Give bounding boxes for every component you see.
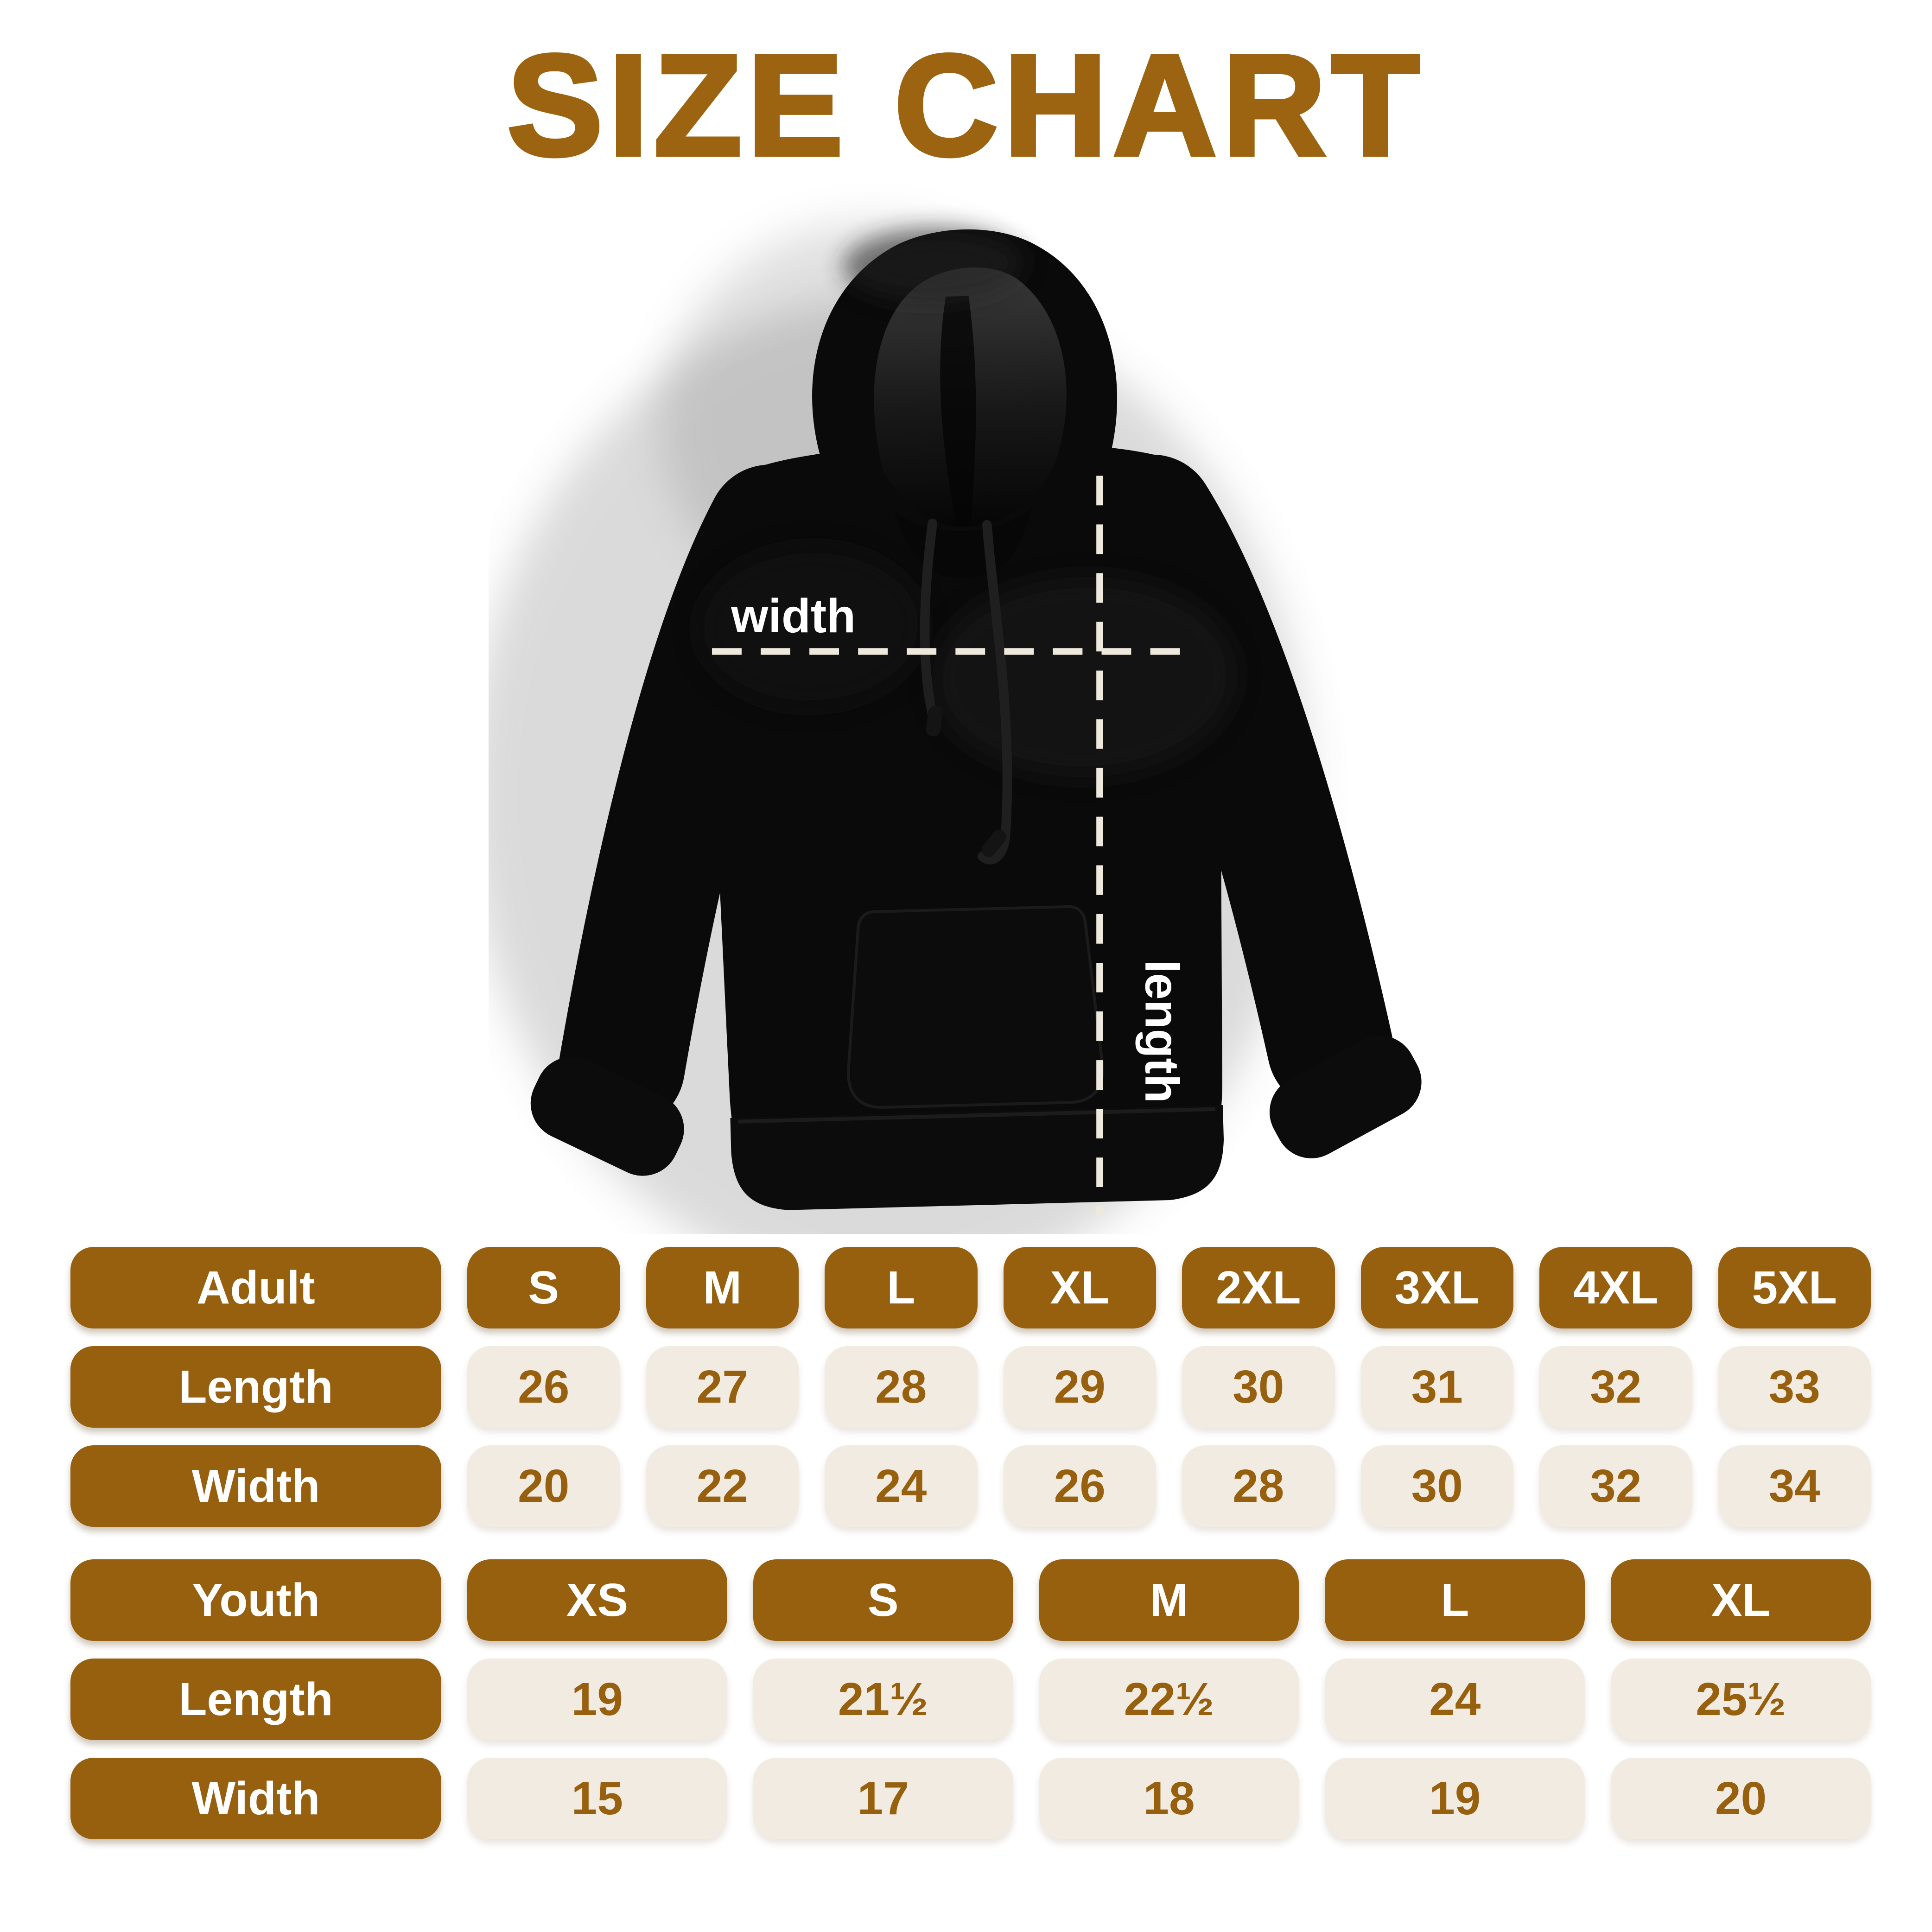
adult-width-value-6: 32 <box>1539 1445 1692 1527</box>
kangaroo-pocket <box>847 905 1104 1109</box>
right-cuff <box>1269 1036 1422 1158</box>
adult-size-5xl: 5XL <box>1718 1247 1871 1328</box>
youth-length-row: Length 19 21½ 22½ 24 25½ <box>70 1659 1871 1740</box>
youth-length-value-4: 25½ <box>1611 1659 1871 1740</box>
adult-length-value-5: 31 <box>1360 1346 1513 1428</box>
adult-width-value-7: 34 <box>1718 1445 1871 1527</box>
drawstring-right-aglet <box>981 829 1007 857</box>
youth-size-xs: XS <box>467 1559 727 1641</box>
adult-size-2xl: 2XL <box>1182 1247 1335 1328</box>
adult-width-value-2: 24 <box>825 1445 978 1527</box>
adult-length-value-4: 30 <box>1182 1346 1335 1428</box>
youth-header-row: Youth XS S M L XL <box>70 1559 1871 1641</box>
youth-length-value-0: 19 <box>467 1659 727 1740</box>
adult-size-s: S <box>467 1247 620 1328</box>
adult-size-3xl: 3XL <box>1360 1247 1513 1328</box>
adult-length-value-6: 32 <box>1539 1346 1692 1428</box>
youth-width-value-1: 17 <box>753 1758 1013 1839</box>
youth-size-m: M <box>1039 1559 1299 1641</box>
length-measure-label: length <box>1135 960 1188 1103</box>
width-measure-label: width <box>731 589 856 642</box>
youth-length-value-2: 22½ <box>1039 1659 1299 1740</box>
left-cuff <box>530 1056 684 1176</box>
adult-width-row: Width 20 22 24 26 28 30 32 34 <box>70 1445 1871 1527</box>
youth-length-value-3: 24 <box>1325 1659 1585 1740</box>
size-tables: Adult S M L XL 2XL 3XL 4XL 5XL Length 26 27 28 29 30 31… <box>0 1247 1932 1839</box>
youth-width-label: Width <box>70 1758 441 1839</box>
adult-table: Adult S M L XL 2XL 3XL 4XL 5XL Length 26 27 28 29 30 31… <box>70 1247 1871 1527</box>
adult-length-label: Length <box>70 1346 441 1428</box>
youth-size-l: L <box>1325 1559 1585 1641</box>
shoulder-highlight <box>696 546 926 708</box>
youth-length-value-1: 21½ <box>753 1659 1013 1740</box>
adult-width-value-5: 30 <box>1360 1445 1513 1527</box>
youth-width-value-4: 20 <box>1611 1758 1871 1839</box>
youth-length-label: Length <box>70 1659 441 1740</box>
youth-size-s: S <box>753 1559 1013 1641</box>
adult-width-value-4: 28 <box>1182 1445 1335 1527</box>
adult-label: Adult <box>70 1247 441 1328</box>
page-title: SIZE CHART <box>505 25 1425 185</box>
youth-label: Youth <box>70 1559 441 1641</box>
hoodie-diagram: width length <box>489 184 1443 1234</box>
adult-width-value-0: 20 <box>467 1445 620 1527</box>
drawstring-left <box>920 518 939 726</box>
drawstring-left-aglet <box>926 705 943 737</box>
youth-size-xl: XL <box>1611 1559 1871 1641</box>
adult-size-4xl: 4XL <box>1539 1247 1692 1328</box>
youth-width-value-0: 15 <box>467 1758 727 1839</box>
youth-width-value-2: 18 <box>1039 1758 1299 1839</box>
hem-seam <box>738 1107 1215 1124</box>
hood-interior-fold <box>940 296 976 526</box>
adult-size-l: L <box>825 1247 978 1328</box>
adult-length-value-0: 26 <box>467 1346 620 1428</box>
drawstring-right <box>977 520 1012 864</box>
youth-table: Youth XS S M L XL Length 19 21½ 22½ 24 25½ Width 15 17… <box>70 1559 1871 1839</box>
adult-length-value-3: 29 <box>1003 1346 1156 1428</box>
adult-size-xl: XL <box>1003 1247 1156 1328</box>
adult-length-value-1: 27 <box>646 1346 799 1428</box>
adult-length-value-7: 33 <box>1718 1346 1871 1428</box>
hoodie-body-group <box>530 228 1422 1210</box>
adult-size-m: M <box>646 1247 799 1328</box>
adult-width-value-1: 22 <box>646 1445 799 1527</box>
adult-width-value-3: 26 <box>1003 1445 1156 1527</box>
youth-width-row: Width 15 17 18 19 20 <box>70 1758 1871 1839</box>
adult-header-row: Adult S M L XL 2XL 3XL 4XL 5XL <box>70 1247 1871 1328</box>
adult-length-row: Length 26 27 28 29 30 31 32 33 <box>70 1346 1871 1428</box>
adult-length-value-2: 28 <box>825 1346 978 1428</box>
adult-width-label: Width <box>70 1445 441 1527</box>
hood-highlight <box>842 228 1024 301</box>
youth-width-value-3: 19 <box>1325 1758 1585 1839</box>
hoodie-illustration: width length <box>489 222 1422 1234</box>
